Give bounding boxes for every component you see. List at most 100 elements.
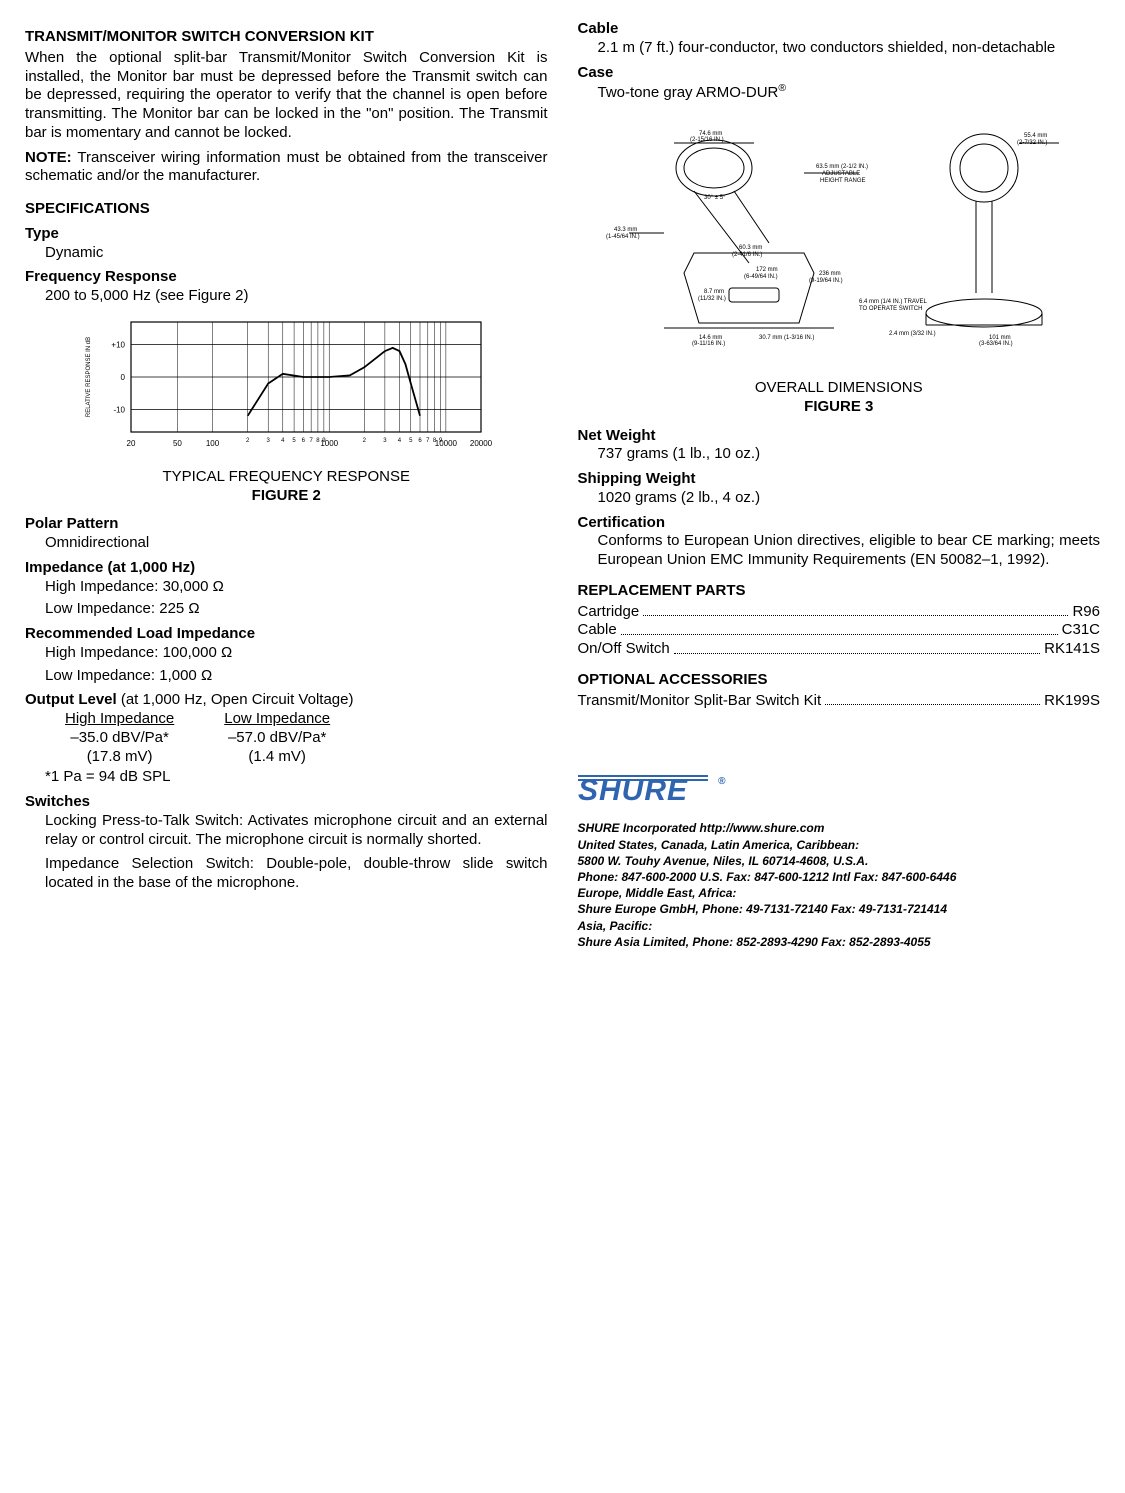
conv-kit-body: When the optional split-bar Transmit/Mon… — [25, 49, 548, 143]
fig2-label: FIGURE 2 — [252, 487, 321, 504]
footer-line: 5800 W. Touhy Avenue, Niles, IL 60714-46… — [578, 853, 1101, 869]
svg-text:20: 20 — [127, 439, 136, 448]
svg-text:2.4 mm (3/32 IN.): 2.4 mm (3/32 IN.) — [889, 331, 936, 337]
footer: SHURE ® SHURE Incorporated http://www.sh… — [578, 770, 1101, 950]
output-paren: (at 1,000 Hz, Open Circuit Voltage) — [121, 691, 354, 708]
footer-line: Phone: 847-600-2000 U.S. Fax: 847-600-12… — [578, 869, 1101, 885]
output-hi-v2: (17.8 mV) — [65, 748, 174, 767]
parts-line: Transmit/Monitor Split-Bar Switch KitRK1… — [578, 692, 1101, 711]
dots — [621, 621, 1058, 635]
optional-list: Transmit/Monitor Split-Bar Switch KitRK1… — [578, 692, 1101, 711]
recload-hi: High Impedance: 100,000 Ω — [45, 644, 548, 663]
svg-text:5: 5 — [409, 438, 413, 444]
svg-text:236 mm: 236 mm — [819, 271, 841, 277]
specs-heading: SPECIFICATIONS — [25, 200, 548, 219]
svg-text:30.7 mm (1-3/16 IN.): 30.7 mm (1-3/16 IN.) — [759, 335, 814, 341]
output-lo-v2: (1.4 mV) — [224, 748, 330, 767]
replacement-list: CartridgeR96CableC31COn/Off SwitchRK141S — [578, 603, 1101, 659]
svg-text:RELATIVE RESPONSE IN dB: RELATIVE RESPONSE IN dB — [86, 337, 92, 417]
left-column: TRANSMIT/MONITOR SWITCH CONVERSION KIT W… — [25, 20, 548, 950]
svg-text:6: 6 — [419, 438, 423, 444]
note-text: Transceiver wiring information must be o… — [25, 149, 548, 185]
output-note: *1 Pa = 94 dB SPL — [45, 768, 548, 787]
cable-value: 2.1 m (7 ft.) four-conductor, two conduc… — [598, 39, 1101, 58]
svg-text:(9-19/64 IN.): (9-19/64 IN.) — [809, 278, 843, 284]
svg-text:(11/32 IN.): (11/32 IN.) — [698, 296, 726, 302]
output-label: Output Level — [25, 691, 117, 708]
part-name: Cable — [578, 621, 617, 640]
svg-text:60.3 mm: 60.3 mm — [739, 245, 762, 251]
svg-text:7: 7 — [310, 438, 314, 444]
recload-label: Recommended Load Impedance — [25, 625, 548, 644]
output-hi-v1: –35.0 dBV/Pa* — [65, 729, 174, 748]
figure-3-caption: OVERALL DIMENSIONS FIGURE 3 — [578, 379, 1101, 417]
case-value: Two-tone gray ARMO-DUR® — [598, 82, 1101, 103]
svg-text:(6-49/64 IN.): (6-49/64 IN.) — [744, 274, 778, 280]
svg-text:8.7 mm: 8.7 mm — [704, 289, 724, 295]
svg-text:2: 2 — [363, 438, 367, 444]
svg-text:3: 3 — [267, 438, 271, 444]
overall-dimensions-diagram: 74.6 mm (2-15/16 IN.) 63.5 mm (2-1/2 IN.… — [604, 113, 1074, 373]
fig3-text: OVERALL DIMENSIONS — [755, 379, 923, 396]
output-lo-hdr: Low Impedance — [224, 710, 330, 729]
svg-text:4: 4 — [398, 438, 402, 444]
part-value: C31C — [1062, 621, 1100, 640]
svg-text:-10: -10 — [114, 405, 126, 414]
svg-text:55.4 mm: 55.4 mm — [1024, 133, 1047, 139]
svg-text:(2-7/32 IN.): (2-7/32 IN.) — [1017, 140, 1047, 146]
freq-value: 200 to 5,000 Hz (see Figure 2) — [45, 287, 548, 306]
svg-text:100: 100 — [206, 439, 220, 448]
fig2-text: TYPICAL FREQUENCY RESPONSE — [162, 468, 410, 485]
output-lo-v1: –57.0 dBV/Pa* — [224, 729, 330, 748]
output-hi-col: High Impedance –35.0 dBV/Pa* (17.8 mV) — [65, 710, 174, 766]
part-value: RK199S — [1044, 692, 1100, 711]
svg-text:50: 50 — [173, 439, 182, 448]
optional-heading: OPTIONAL ACCESSORIES — [578, 671, 1101, 690]
output-table: High Impedance –35.0 dBV/Pa* (17.8 mV) L… — [65, 710, 548, 766]
part-value: R96 — [1072, 603, 1100, 622]
switches-label: Switches — [25, 793, 548, 812]
switches-p1: Locking Press-to-Talk Switch: Activates … — [45, 812, 548, 850]
polar-value: Omnidirectional — [45, 534, 548, 553]
parts-line: On/Off Switch RK141S — [578, 640, 1101, 659]
svg-text:43.3 mm: 43.3 mm — [614, 227, 637, 233]
frequency-response-chart: +100-10RELATIVE RESPONSE IN dB2050100100… — [76, 314, 496, 464]
part-name: On/Off Switch — [578, 640, 670, 659]
logo-reg: ® — [718, 776, 726, 787]
netw-value: 737 grams (1 lb., 10 oz.) — [598, 445, 1101, 464]
replacement-heading: REPLACEMENT PARTS — [578, 582, 1101, 601]
svg-text:20000: 20000 — [470, 439, 493, 448]
footer-line: Shure Europe GmbH, Phone: 49-7131-72140 … — [578, 901, 1101, 917]
dots — [825, 692, 1040, 706]
reg-mark: ® — [778, 82, 786, 94]
cert-label: Certification — [578, 514, 1101, 533]
svg-text:6: 6 — [302, 438, 306, 444]
impedance-hi: High Impedance: 30,000 Ω — [45, 578, 548, 597]
footer-line: Europe, Middle East, Africa: — [578, 885, 1101, 901]
conv-kit-note: NOTE: Transceiver wiring information mus… — [25, 149, 548, 187]
svg-text:ADJUSTABLE: ADJUSTABLE — [822, 171, 860, 177]
output-hi-hdr: High Impedance — [65, 710, 174, 729]
part-value: RK141S — [1044, 640, 1100, 659]
switches-p2: Impedance Selection Switch: Double-pole,… — [45, 855, 548, 893]
footer-line: United States, Canada, Latin America, Ca… — [578, 837, 1101, 853]
fig3-label: FIGURE 3 — [804, 398, 873, 415]
case-label: Case — [578, 64, 1101, 83]
footer-lines: SHURE Incorporated http://www.shure.comU… — [578, 820, 1101, 950]
note-label: NOTE: — [25, 149, 72, 166]
svg-text:(2-41/6 IN.): (2-41/6 IN.) — [732, 252, 762, 258]
svg-text:0: 0 — [121, 373, 126, 382]
output-lo-col: Low Impedance –57.0 dBV/Pa* (1.4 mV) — [224, 710, 330, 766]
svg-text:30° ± 5°: 30° ± 5° — [704, 195, 726, 201]
dots — [674, 640, 1040, 654]
dots — [643, 603, 1068, 617]
svg-text:(2-15/16 IN.): (2-15/16 IN.) — [690, 137, 724, 143]
svg-text:(3-63/64 IN.): (3-63/64 IN.) — [979, 341, 1013, 347]
output-row: Output Level (at 1,000 Hz, Open Circuit … — [25, 691, 548, 710]
svg-text:3: 3 — [383, 438, 387, 444]
svg-text:(9-11/16 IN.): (9-11/16 IN.) — [692, 341, 725, 347]
shure-logo: SHURE ® — [578, 770, 1101, 814]
svg-text:+10: +10 — [112, 340, 126, 349]
cable-label: Cable — [578, 20, 1101, 39]
polar-label: Polar Pattern — [25, 515, 548, 534]
